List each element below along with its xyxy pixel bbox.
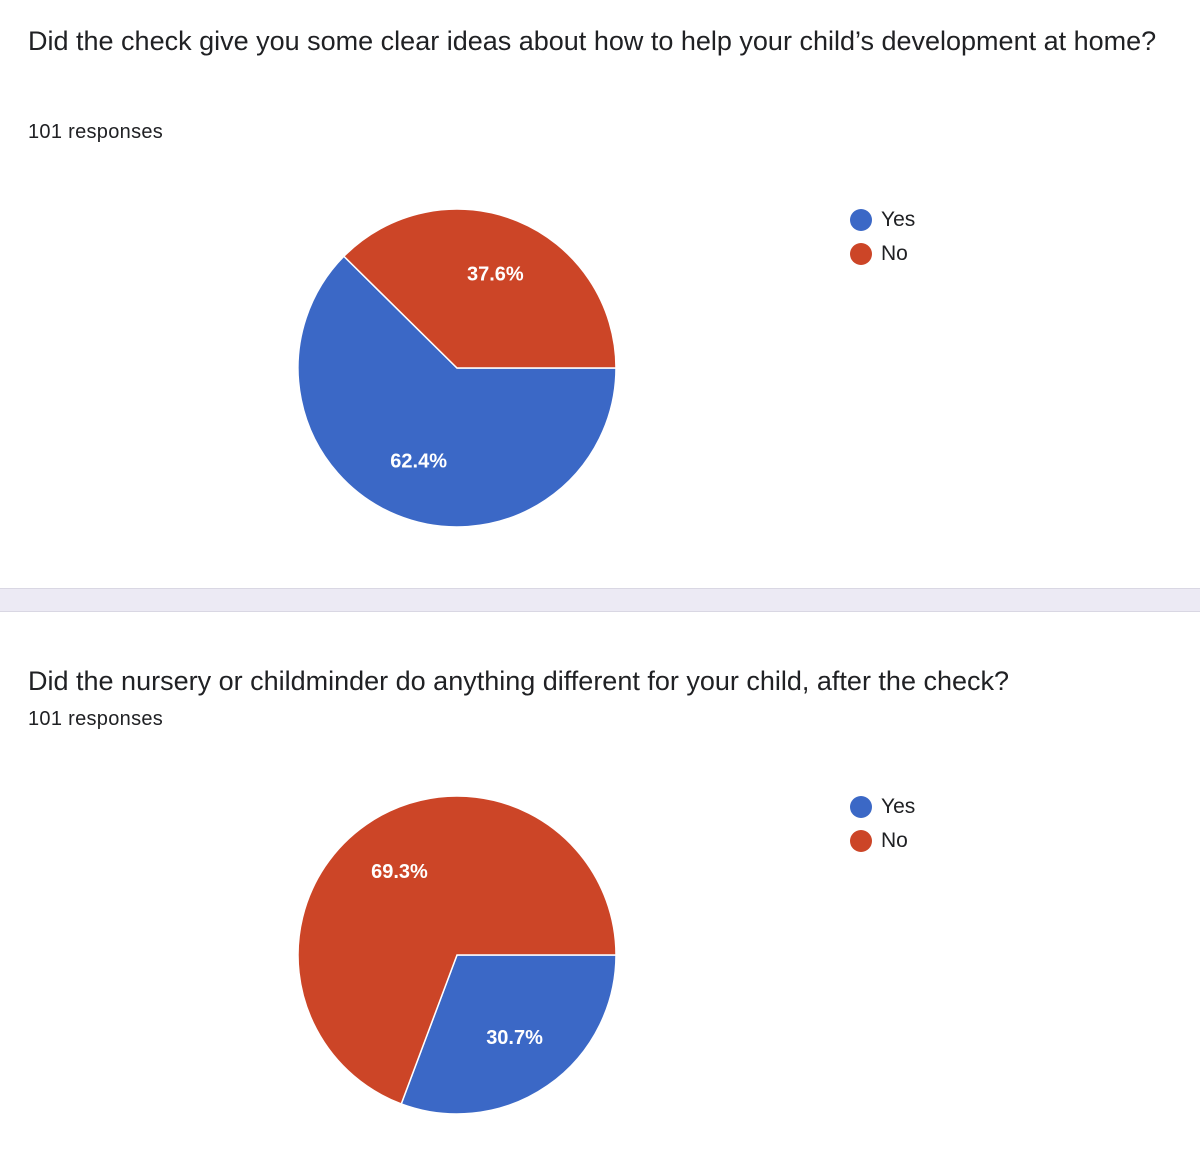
response-count: 101 responses [28,708,164,730]
pie-slice-yes [297,255,617,528]
legend-item-no: No [850,237,915,271]
legend-label-no: No [881,242,908,265]
question-card-2: Did the nursery or childminder do anythi… [0,612,1200,1166]
question-title: Did the nursery or childminder do anythi… [28,666,1010,696]
slice-label-yes: 30.7% [486,1027,543,1049]
slice-label-no: 69.3% [371,861,428,883]
section-divider [0,588,1200,612]
chart-legend: Yes No [850,203,915,271]
response-count: 101 responses [28,121,164,143]
pie-chart: 30.7% 69.3% [297,795,617,1115]
pie-slice-yes [400,954,617,1115]
legend-no-dot-icon [850,830,872,852]
legend-label-yes: Yes [881,208,916,231]
pie-slice-no [297,795,617,1105]
legend-item-yes: Yes [850,790,915,824]
slice-label-yes: 62.4% [390,450,447,472]
question-title: Did the check give you some clear ideas … [28,26,1157,56]
chart-legend: Yes No [850,790,915,858]
legend-label-no: No [881,829,908,852]
legend-yes-dot-icon [850,796,872,818]
legend-no-dot-icon [850,243,872,265]
pie-chart: 62.4% 37.6% [297,208,617,528]
question-card-1: Did the check give you some clear ideas … [28,26,1157,528]
legend-label-yes: Yes [881,795,916,818]
legend-item-no: No [850,824,915,858]
pie-slice-no [342,208,617,369]
slice-label-no: 37.6% [467,264,524,286]
legend-yes-dot-icon [850,209,872,231]
legend-item-yes: Yes [850,203,915,237]
